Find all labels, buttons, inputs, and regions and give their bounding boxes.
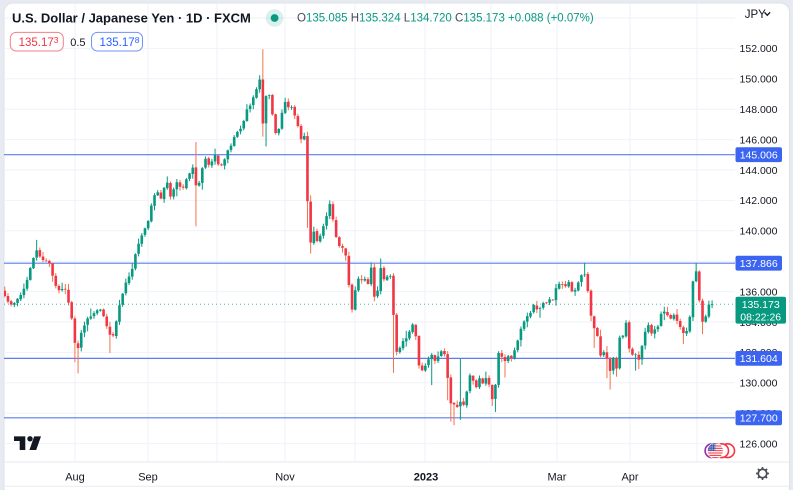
svg-text:135.173: 135.173	[19, 35, 59, 49]
svg-text:Apr: Apr	[621, 472, 638, 484]
svg-text:Mar: Mar	[548, 472, 567, 484]
svg-text:137.866: 137.866	[740, 258, 778, 270]
svg-text:Nov: Nov	[275, 472, 295, 484]
svg-text:136.000: 136.000	[740, 286, 778, 298]
svg-text:126.000: 126.000	[740, 438, 778, 450]
svg-text:135.178: 135.178	[100, 35, 140, 49]
svg-text:Aug: Aug	[65, 472, 85, 484]
svg-text:148.000: 148.000	[740, 104, 778, 116]
svg-text:0.5: 0.5	[70, 37, 85, 49]
svg-text:2023: 2023	[414, 472, 438, 484]
svg-text:Sep: Sep	[138, 472, 158, 484]
svg-text:142.000: 142.000	[740, 195, 778, 207]
svg-text:152.000: 152.000	[740, 43, 778, 55]
svg-text:JPY: JPY	[745, 9, 766, 21]
svg-text:127.700: 127.700	[740, 413, 778, 425]
svg-text:131.604: 131.604	[740, 353, 778, 365]
svg-text:O135.085 H135.324 L134.720 C13: O135.085 H135.324 L134.720 C135.173 +0.0…	[297, 13, 594, 25]
svg-text:08:22:26: 08:22:26	[740, 312, 781, 324]
svg-text:145.006: 145.006	[740, 150, 778, 162]
svg-text:140.000: 140.000	[740, 226, 778, 238]
svg-text:135.173: 135.173	[742, 299, 780, 311]
svg-text:U.S. Dollar / Japanese Yen · 1: U.S. Dollar / Japanese Yen · 1D · FXCM	[12, 11, 251, 26]
svg-text:144.000: 144.000	[740, 165, 778, 177]
svg-text:146.000: 146.000	[740, 134, 778, 146]
svg-text:130.000: 130.000	[740, 378, 778, 390]
svg-text:150.000: 150.000	[740, 74, 778, 86]
